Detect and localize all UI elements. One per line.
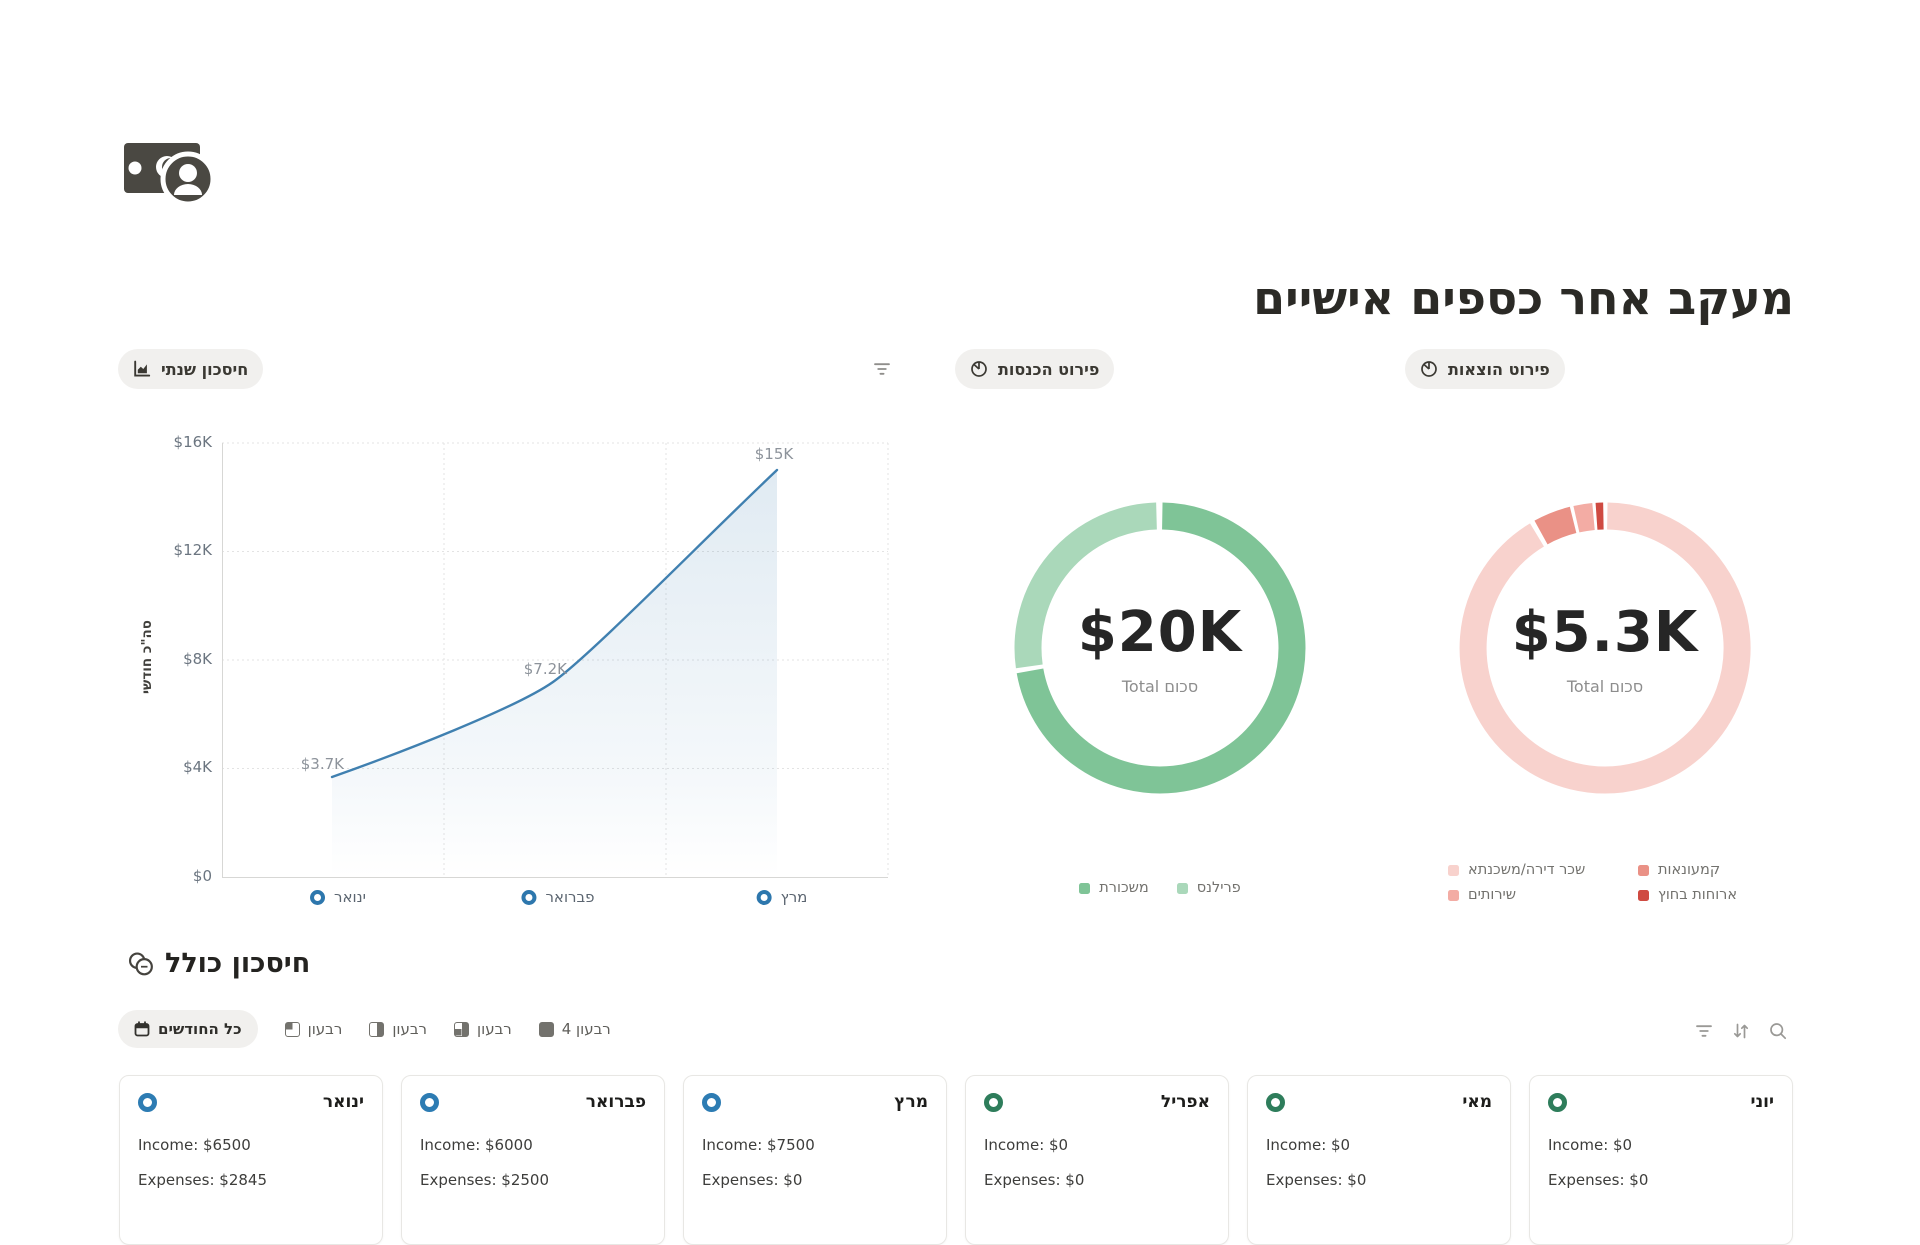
legend-item-retail: קמעונאות [1638,862,1737,878]
tab-quarter-1[interactable]: רבעון [285,1020,343,1038]
card-expenses: Expenses: $2845 [138,1171,364,1189]
search-icon[interactable] [1768,1021,1788,1041]
expenses-donut-chart [1455,498,1755,798]
page-title: מעקב אחר כספים אישיים [1253,271,1794,325]
quarter-2-icon [369,1022,384,1037]
banknote-coin-icon [122,136,222,208]
card-month-label: מרץ [894,1092,928,1112]
legend-item-freelance: פרילנס [1177,880,1241,896]
point-label-march: $15K [755,445,795,463]
card-month-label: יוני [1750,1092,1774,1112]
card-month-label: ינואר [323,1092,364,1112]
tab-quarter-3[interactable]: רבעון [454,1020,512,1038]
month-status-icon [1266,1093,1285,1112]
retail-swatch [1638,865,1649,876]
income-donut-chart [1010,498,1310,798]
total-savings-heading-label: חיסכון כולל [165,948,310,979]
expense-slice-rent [1473,516,1737,780]
tab-quarter-4[interactable]: רבעון 4 [539,1020,611,1038]
y-tick: $4K [150,758,212,776]
card-income: Income: $0 [1548,1136,1774,1154]
chart-filter-icon[interactable] [872,359,892,379]
month-status-icon [420,1093,439,1112]
card-income: Income: $7500 [702,1136,928,1154]
card-expenses: Expenses: $2500 [420,1171,646,1189]
y-tick: $12K [150,541,212,559]
dining-swatch [1638,890,1649,901]
x-label-march: מרץ [757,888,808,906]
coins-icon [128,951,154,977]
legend-item-dining: ארוחות בחוץ [1638,887,1737,903]
y-tick: $8K [150,650,212,668]
month-card-june[interactable]: יוני Income: $0 Expenses: $0 [1529,1075,1793,1245]
expenses-breakdown-pill[interactable]: פירוט הוצאות [1405,349,1565,389]
income-breakdown-pill[interactable]: פירוט הכנסות [955,349,1114,389]
pie-chart-icon [1420,360,1438,378]
calendar-icon [134,1021,150,1037]
card-month-label: פברואר [586,1092,646,1112]
pie-chart-icon [970,360,988,378]
quarter-1-icon [285,1022,300,1037]
y-tick: $16K [150,433,212,451]
month-status-icon [138,1093,157,1112]
card-expenses: Expenses: $0 [1548,1171,1774,1189]
filter-icon[interactable] [1694,1021,1714,1041]
card-income: Income: $0 [1266,1136,1492,1154]
quarter-3-icon [454,1022,469,1037]
card-month-label: מאי [1462,1092,1492,1112]
rent-swatch [1448,865,1459,876]
y-tick: $0 [150,867,212,885]
area-chart-icon [133,360,151,378]
expense-slice-services [1576,517,1593,520]
legend-item-services: שירותים [1448,887,1624,903]
expense-slice-retail [1541,520,1573,533]
card-income: Income: $6000 [420,1136,646,1154]
card-expenses: Expenses: $0 [1266,1171,1492,1189]
income-breakdown-pill-label: פירוט הכנסות [998,360,1099,379]
month-card-april[interactable]: אפריל Income: $0 Expenses: $0 [965,1075,1229,1245]
point-label-january: $3.7K [301,755,345,773]
salary-swatch [1079,883,1090,894]
card-expenses: Expenses: $0 [984,1171,1210,1189]
month-status-icon [984,1093,1003,1112]
freelance-swatch [1177,883,1188,894]
legend-item-rent: שכר דירה/משכנתא [1448,862,1624,878]
total-savings-heading: חיסכון כולל [128,948,310,979]
expenses-breakdown-pill-label: פירוט הוצאות [1448,360,1550,379]
app-logo [122,136,222,208]
month-marker-icon [757,890,772,905]
month-card-march[interactable]: מרץ Income: $7500 Expenses: $0 [683,1075,947,1245]
sort-icon[interactable] [1731,1021,1751,1041]
point-label-february: $7.2K [524,660,568,678]
view-tabs: כל החודשים רבעון רבעון רבעון רבעון 4 [118,1010,611,1048]
x-label-february: פברואר [521,888,594,906]
services-swatch [1448,890,1459,901]
month-card-january[interactable]: ינואר Income: $6500 Expenses: $2845 [119,1075,383,1245]
month-marker-icon [521,890,536,905]
month-card-may[interactable]: מאי Income: $0 Expenses: $0 [1247,1075,1511,1245]
income-legend: משכורת פרילנס [1010,880,1310,896]
month-status-icon [1548,1093,1567,1112]
income-slice-freelance [1028,516,1156,666]
expenses-legend: שכר דירה/משכנתא קמעונאות שירותים ארוחות … [1448,862,1737,903]
quarter-4-icon [539,1022,554,1037]
tab-quarter-2[interactable]: רבעון [369,1020,427,1038]
card-expenses: Expenses: $0 [702,1171,928,1189]
month-status-icon [702,1093,721,1112]
legend-item-salary: משכורת [1079,880,1148,896]
month-marker-icon [310,890,325,905]
annual-savings-line-chart: $3.7K $7.2K $15K [222,437,890,879]
tab-all-months[interactable]: כל החודשים [118,1010,258,1048]
month-card-february[interactable]: פברואר Income: $6000 Expenses: $2500 [401,1075,665,1245]
card-month-label: אפריל [1161,1092,1210,1112]
month-cards-row: ינואר Income: $6500 Expenses: $2845 פברו… [119,1075,1793,1245]
table-toolbar [1694,1021,1788,1041]
annual-savings-pill[interactable]: חיסכון שנתי [118,349,263,389]
annual-savings-pill-label: חיסכון שנתי [161,360,248,379]
card-income: Income: $6500 [138,1136,364,1154]
card-income: Income: $0 [984,1136,1210,1154]
x-label-january: ינואר [310,888,366,906]
